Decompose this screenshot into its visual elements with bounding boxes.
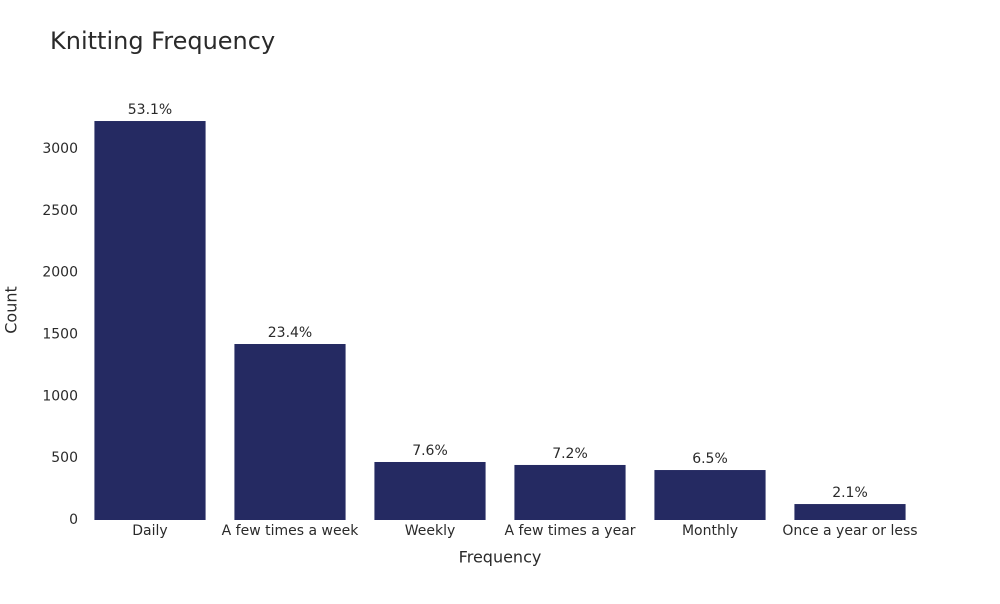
x-tick-label: A few times a week <box>222 523 360 539</box>
bar-label: 23.4% <box>268 325 312 341</box>
bar-label: 53.1% <box>128 102 172 118</box>
bar <box>654 470 766 520</box>
y-tick-label: 2000 <box>42 265 78 281</box>
bar <box>234 344 346 520</box>
x-tick-label: Monthly <box>682 523 738 539</box>
y-tick-label: 3000 <box>42 141 78 157</box>
y-tick-label: 500 <box>51 450 78 466</box>
bar <box>94 121 206 520</box>
y-axis-label: Count <box>2 286 21 334</box>
x-tick-label: Daily <box>132 523 167 539</box>
bar-label: 7.6% <box>412 443 448 459</box>
x-tick-label: A few times a year <box>504 523 635 539</box>
x-tick-label: Weekly <box>405 523 456 539</box>
bar-label: 7.2% <box>552 446 588 462</box>
y-tick-label: 0 <box>69 512 78 528</box>
y-tick-label: 1500 <box>42 326 78 342</box>
y-tick-label: 1000 <box>42 388 78 404</box>
chart-title: Knitting Frequency <box>50 27 275 55</box>
x-tick-label: Once a year or less <box>782 523 917 539</box>
bar-label: 6.5% <box>692 451 728 467</box>
bar <box>374 461 486 520</box>
bar <box>514 464 626 520</box>
y-tick-label: 2500 <box>42 203 78 219</box>
bar-label: 2.1% <box>832 485 868 501</box>
bar <box>794 504 906 520</box>
x-axis-label: Frequency <box>459 548 542 567</box>
